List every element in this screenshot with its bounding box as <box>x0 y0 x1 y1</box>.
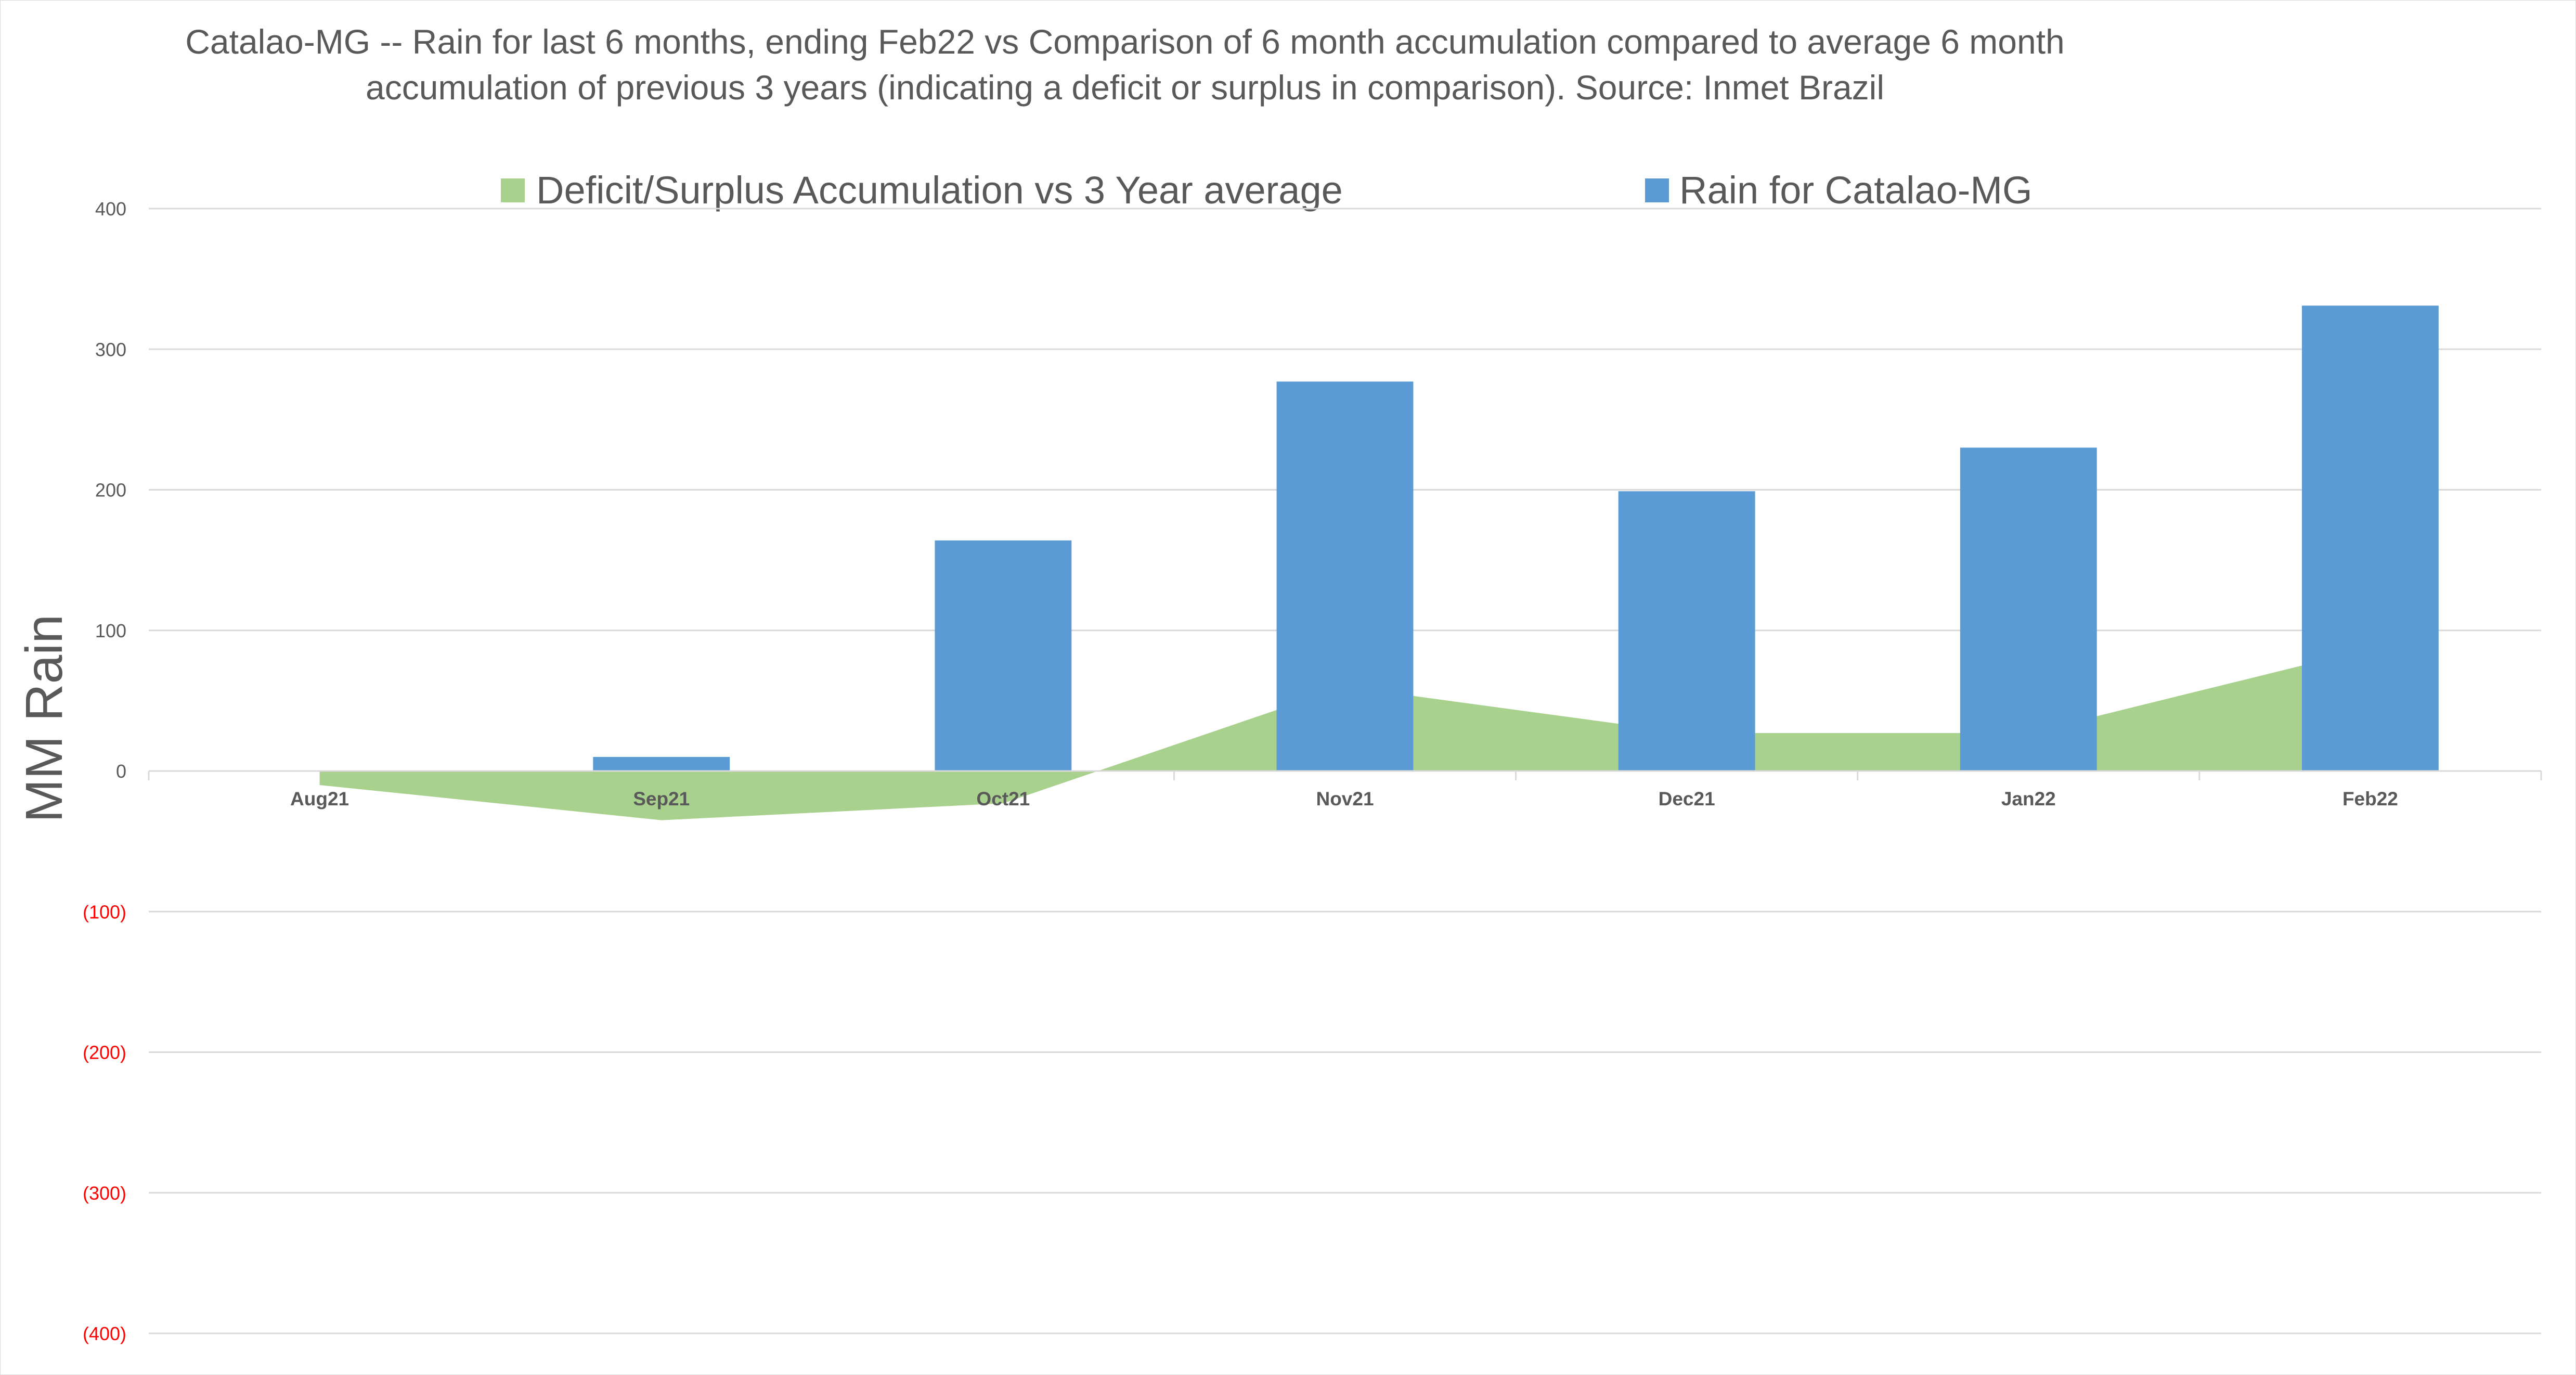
chart-legend: Deficit/Surplus Accumulation vs 3 Year a… <box>501 169 2033 212</box>
y-tick-label: (100) <box>83 901 126 922</box>
x-tick-label: Feb22 <box>2342 788 2398 809</box>
x-tick-label: Nov21 <box>1316 788 1374 809</box>
x-tick-label: Aug21 <box>290 788 349 809</box>
x-tick-label: Oct21 <box>976 788 1030 809</box>
rain-bar-jan22 <box>1960 447 2097 771</box>
x-tick-label: Jan22 <box>2001 788 2056 809</box>
rain-bar-feb22 <box>2302 305 2439 771</box>
y-tick-label: 400 <box>95 198 126 220</box>
rain-bar-dec21 <box>1618 491 1755 771</box>
legend-label-rain: Rain for Catalao-MG <box>1679 169 2033 212</box>
y-axis-tick-labels: 400 300 200 100 0 (100) (200) (300) (400) <box>83 198 126 1344</box>
y-axis-title: MM Rain <box>15 614 73 823</box>
legend-label-deficit: Deficit/Surplus Accumulation vs 3 Year a… <box>536 169 1343 212</box>
y-tick-label: (400) <box>83 1323 126 1344</box>
rain-bar-series <box>149 305 2541 772</box>
x-axis-tick-labels: Aug21 Sep21 Oct21 Nov21 Dec21 Jan22 Feb22 <box>290 788 2398 809</box>
y-tick-label: 100 <box>95 620 126 641</box>
legend-swatch-rain <box>1645 178 1669 202</box>
rain-bar-nov21 <box>1276 381 1414 771</box>
y-tick-label: 300 <box>95 339 126 360</box>
x-tick-label: Dec21 <box>1659 788 1715 809</box>
y-tick-label: (200) <box>83 1042 126 1063</box>
chart-title-line-2: accumulation of previous 3 years (indica… <box>366 68 1884 107</box>
chart-title-line-1: Catalao-MG -- Rain for last 6 months, en… <box>185 22 2064 61</box>
y-tick-label: 0 <box>116 761 126 782</box>
legend-swatch-deficit <box>501 178 525 202</box>
chart-title: Catalao-MG -- Rain for last 6 months, en… <box>185 22 2064 107</box>
rain-bar-sep21 <box>593 756 730 771</box>
rain-bar-oct21 <box>935 540 1072 771</box>
y-tick-label: (300) <box>83 1183 126 1204</box>
x-tick-label: Sep21 <box>633 788 690 809</box>
y-tick-label: 200 <box>95 480 126 501</box>
